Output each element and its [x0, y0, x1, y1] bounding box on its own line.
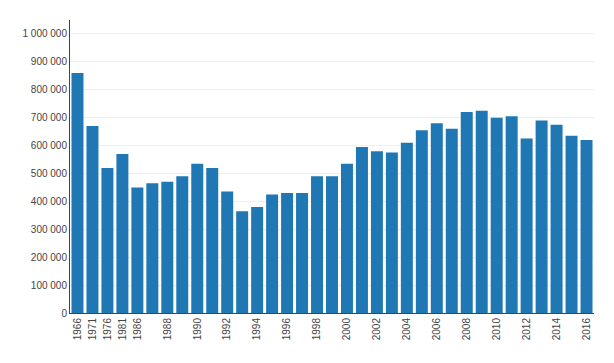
svg-text:1966: 1966: [72, 318, 83, 341]
svg-text:1992: 1992: [221, 318, 232, 341]
svg-text:200 000: 200 000: [31, 252, 68, 263]
svg-text:2012: 2012: [521, 318, 532, 341]
svg-text:1986: 1986: [132, 318, 143, 341]
svg-text:2004: 2004: [401, 318, 412, 341]
svg-text:2002: 2002: [371, 318, 382, 341]
svg-text:1996: 1996: [281, 318, 292, 341]
svg-text:1990: 1990: [192, 318, 203, 341]
svg-text:700 000: 700 000: [31, 112, 68, 123]
svg-text:600 000: 600 000: [31, 140, 68, 151]
svg-text:1998: 1998: [311, 318, 322, 341]
svg-text:300 000: 300 000: [31, 224, 68, 235]
svg-text:1971: 1971: [87, 318, 98, 341]
svg-text:2006: 2006: [431, 318, 442, 341]
svg-text:1 000 000: 1 000 000: [23, 28, 68, 39]
svg-text:100 000: 100 000: [31, 280, 68, 291]
svg-text:1988: 1988: [162, 318, 173, 341]
svg-text:0: 0: [61, 308, 67, 319]
svg-text:2010: 2010: [491, 318, 502, 341]
svg-text:500 000: 500 000: [31, 168, 68, 179]
svg-text:400 000: 400 000: [31, 196, 68, 207]
svg-text:800 000: 800 000: [31, 84, 68, 95]
svg-text:1994: 1994: [251, 318, 262, 341]
svg-text:900 000: 900 000: [31, 56, 68, 67]
svg-text:1976: 1976: [102, 318, 113, 341]
svg-text:2016: 2016: [581, 318, 592, 341]
svg-text:2008: 2008: [461, 318, 472, 341]
svg-text:2014: 2014: [551, 318, 562, 341]
svg-text:1981: 1981: [117, 318, 128, 341]
svg-text:2000: 2000: [341, 318, 352, 341]
